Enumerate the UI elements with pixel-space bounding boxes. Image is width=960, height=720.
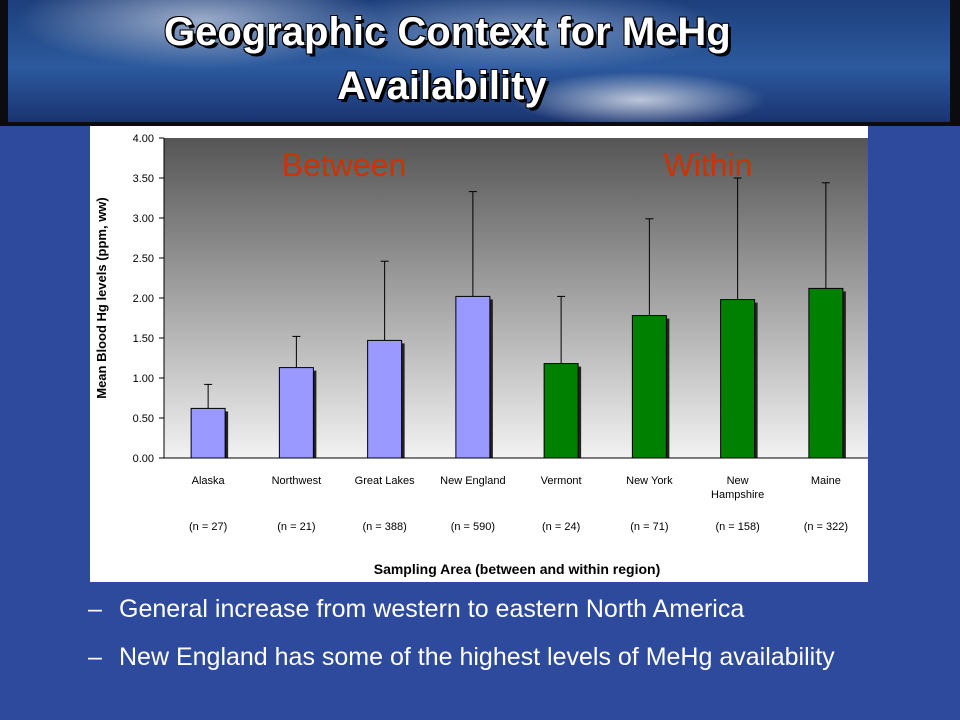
y-tick-label: 0.00 — [133, 453, 154, 465]
x-tick-label: Alaska — [192, 475, 226, 487]
y-tick-label: 4.00 — [133, 133, 154, 145]
bullet-text: General increase from western to eastern… — [119, 595, 745, 623]
x-tick-label: Northwest — [272, 475, 322, 487]
bar — [367, 339, 403, 459]
axis-layer: 0.00 0.50 1.00 1.50 2.00 2.50 3.00 3.50 4.00 Alas… — [133, 133, 870, 533]
x-axis-label: Sampling Area (between and within region… — [374, 561, 661, 577]
y-axis-label: Mean Blood Hg levels (ppm, ww) — [94, 197, 109, 399]
y-tick-label: 3.50 — [133, 173, 154, 185]
x-tick-label: New — [727, 475, 749, 487]
bullet-dash: – — [88, 595, 102, 623]
bar — [455, 295, 491, 459]
bullet-text: New England has some of the highest leve… — [119, 643, 835, 671]
x-tick-label: New England — [440, 475, 505, 487]
x-tick-label: Great Lakes — [355, 475, 415, 487]
sample-size-label: (n = 27) — [189, 521, 227, 533]
sample-size-label: (n = 388) — [362, 521, 406, 533]
bar — [631, 315, 667, 459]
bars-layer — [190, 177, 846, 459]
slide-title-line-1: Geographic Context for MeHg — [164, 10, 731, 54]
y-tick-label: 0.50 — [133, 413, 154, 425]
bar — [278, 367, 314, 459]
annotation-within: Within — [664, 147, 753, 183]
slide-title-line-2: Availability — [337, 64, 547, 108]
y-tick-label: 1.00 — [133, 373, 154, 385]
sample-size-label: (n = 21) — [277, 521, 315, 533]
x-tick-label: Hampshire — [711, 489, 764, 501]
sample-size-label: (n = 71) — [630, 521, 668, 533]
y-tick-label: 3.00 — [133, 213, 154, 225]
bar — [720, 299, 756, 459]
bar — [808, 287, 844, 459]
sample-size-label: (n = 24) — [542, 521, 580, 533]
chart-panel: 0.00 0.50 1.00 1.50 2.00 2.50 3.00 3.50 4.00 Alas… — [90, 126, 870, 582]
bar-chart: 0.00 0.50 1.00 1.50 2.00 2.50 3.00 3.50 4.00 Alas… — [94, 133, 870, 577]
y-tick-label: 2.50 — [133, 253, 154, 265]
x-tick-label: New York — [626, 475, 673, 487]
x-tick-label: Maine — [811, 475, 841, 487]
x-tick-label: Vermont — [541, 475, 582, 487]
sample-size-label: (n = 590) — [451, 521, 495, 533]
bar — [543, 363, 579, 459]
plot-area — [164, 138, 870, 458]
sample-size-label: (n = 322) — [804, 521, 848, 533]
bullet-dash: – — [88, 643, 102, 671]
y-tick-label: 2.00 — [133, 293, 154, 305]
sample-size-label: (n = 158) — [715, 521, 759, 533]
annotation-between: Between — [282, 147, 407, 183]
bar — [190, 407, 226, 459]
title-banner: Geographic Context for MeHg Availability — [0, 0, 960, 126]
y-tick-label: 1.50 — [133, 333, 154, 345]
